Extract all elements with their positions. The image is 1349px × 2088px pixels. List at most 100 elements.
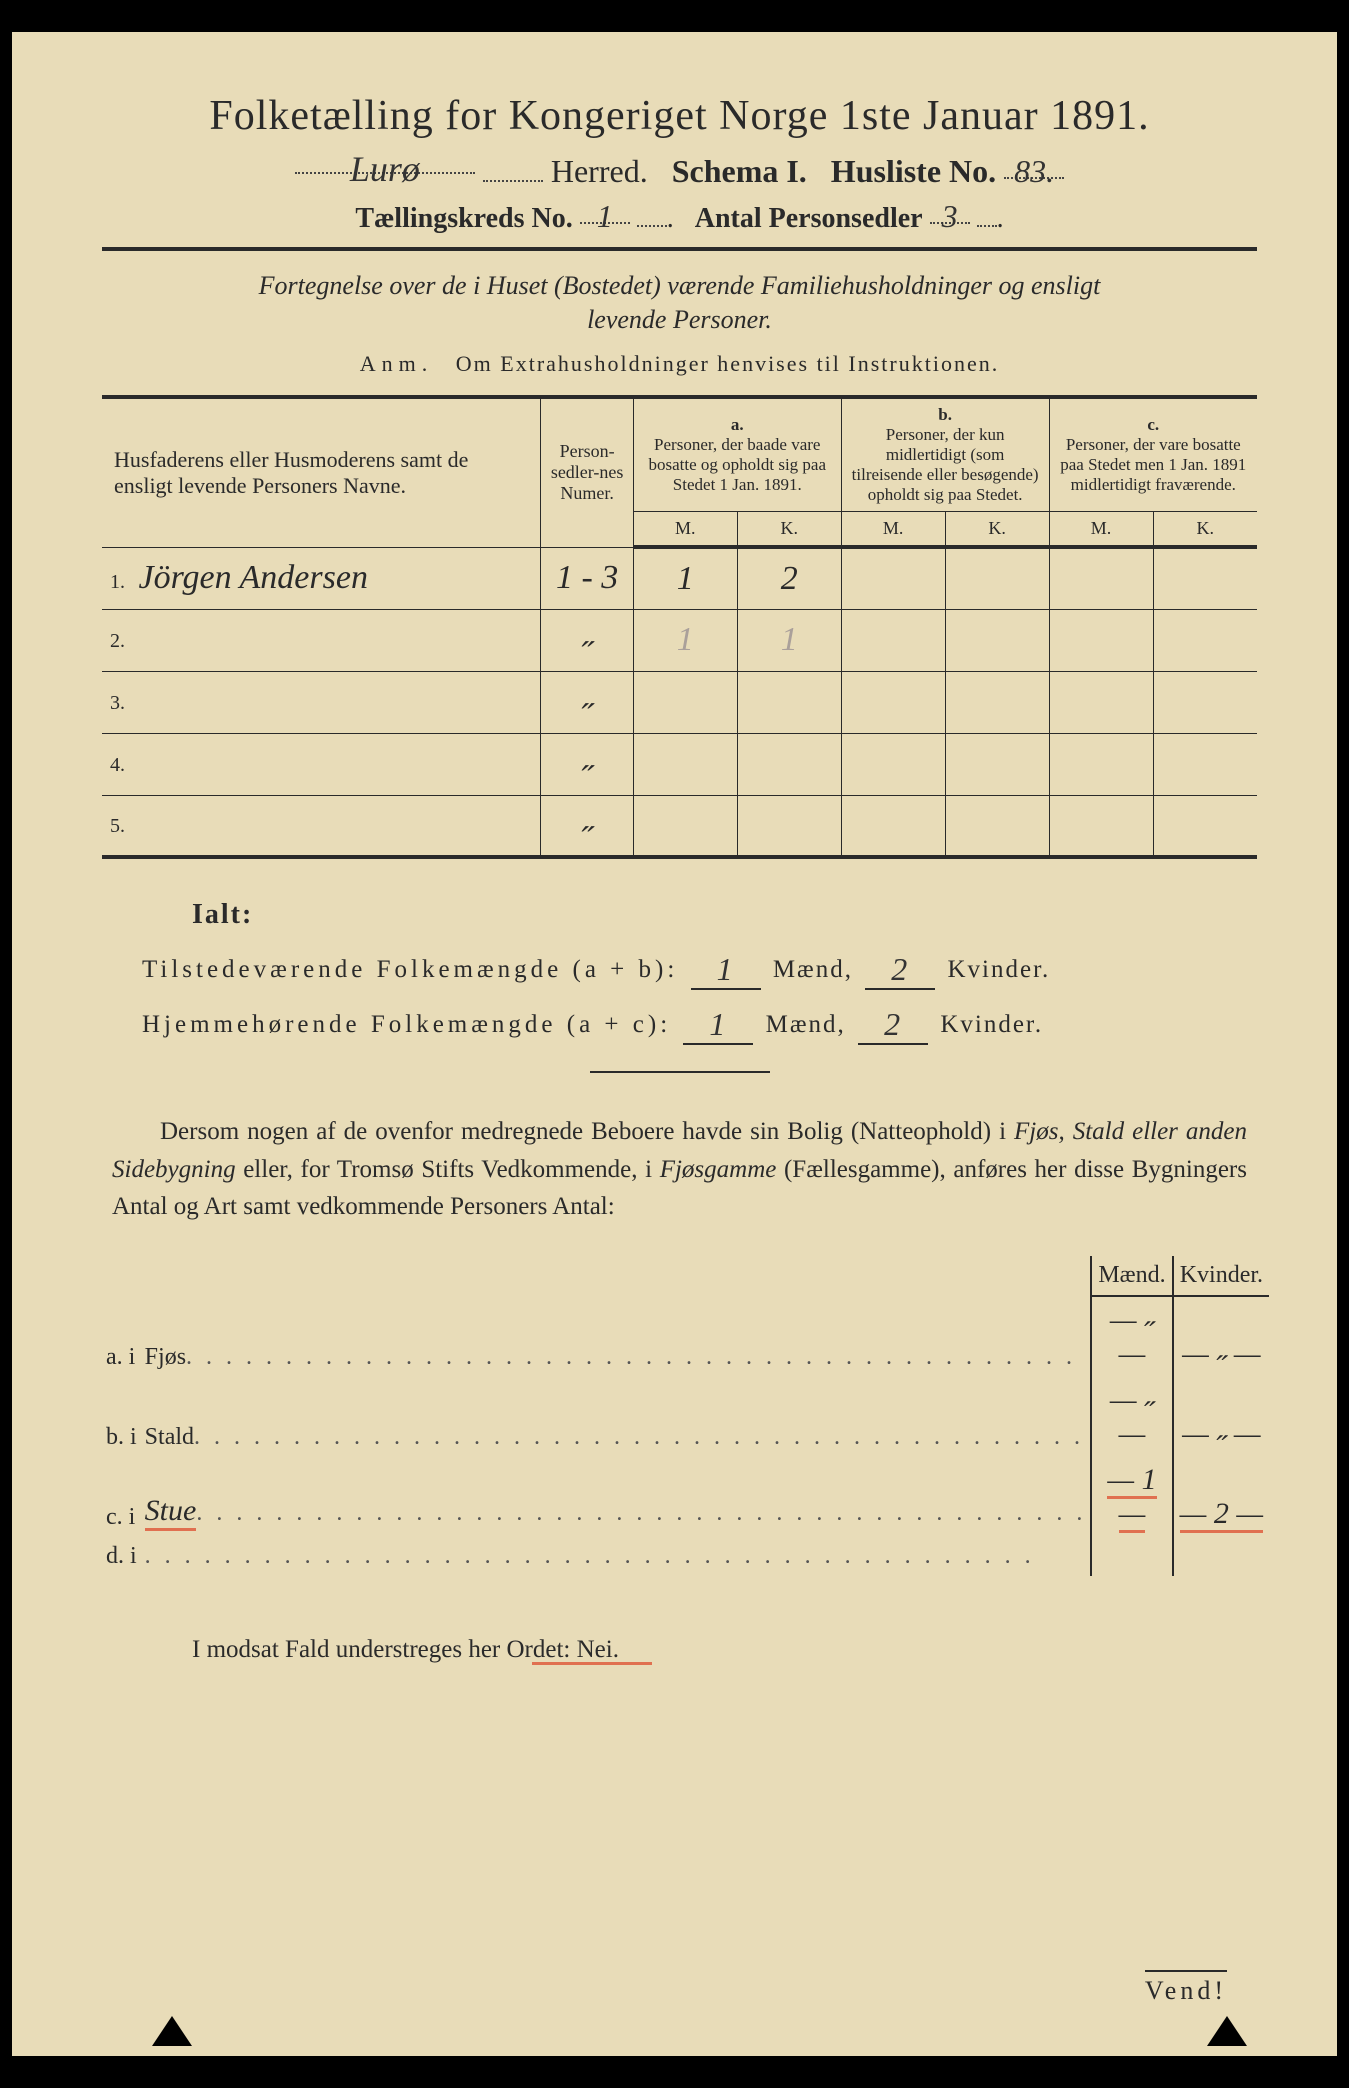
cell-bk: [945, 547, 1049, 609]
table-row: 1. Jörgen Andersen1 - 312: [102, 547, 1257, 609]
col-header-a: a. Personer, der baade vare bosatte og o…: [633, 397, 841, 512]
row-num: 2.: [110, 630, 125, 652]
cell-ck: [1153, 795, 1257, 857]
cell-am: 1: [633, 609, 737, 671]
page-tear-left: [152, 2016, 192, 2046]
cell-bm: [841, 733, 945, 795]
header-line-2: Lurø Herred. Schema I. Husliste No. 83.: [102, 148, 1257, 190]
cell-cm: [1049, 795, 1153, 857]
final-line: I modsat Fald understreges her Ordet: Ne…: [192, 1636, 1257, 1665]
cell-ck: [1153, 671, 1257, 733]
short-rule: [590, 1071, 770, 1073]
sub-c-m: M.: [1049, 512, 1153, 548]
cell-cm: [1049, 671, 1153, 733]
building-name-cell: Stue. . . . . . . . . . . . . . . . . . …: [141, 1457, 1092, 1537]
row-num: 4.: [110, 754, 125, 776]
table-row: 5.˶: [102, 795, 1257, 857]
schema-label: Schema I.: [672, 153, 807, 189]
cell-ck: [1153, 609, 1257, 671]
building-m: — ˶ —: [1091, 1377, 1172, 1457]
husliste-no: 83.: [1014, 153, 1054, 190]
row-name-cell: 5.: [102, 795, 541, 857]
page-tear-right: [1207, 2016, 1247, 2046]
cell-am: [633, 733, 737, 795]
cell-bm: [841, 795, 945, 857]
col-header-c: c. Personer, der vare bosatte paa Stedet…: [1049, 397, 1257, 512]
building-label: c. i: [102, 1457, 141, 1537]
col-header-name-text: Husfaderens eller Husmoderens samt de en…: [114, 447, 468, 498]
herred-label: Herred.: [551, 153, 648, 189]
col-header-b: b. Personer, der kun midlertidigt (som t…: [841, 397, 1049, 512]
building-k: — 2 —: [1173, 1457, 1269, 1537]
building-row: b. iStald. . . . . . . . . . . . . . . .…: [102, 1377, 1269, 1457]
building-k: [1173, 1537, 1269, 1576]
divider: [102, 247, 1257, 251]
building-name-cell: . . . . . . . . . . . . . . . . . . . . …: [141, 1537, 1092, 1576]
bt-head-k: Kvinder.: [1173, 1256, 1269, 1296]
col-c-text: Personer, der vare bosatte paa Stedet me…: [1060, 435, 1246, 494]
col-header-num: Person-sedler-nes Numer.: [541, 397, 633, 547]
cell-bk: [945, 733, 1049, 795]
totals-2-k: 2: [884, 1006, 902, 1043]
cell-pn: ˶: [541, 609, 633, 671]
husliste-label: Husliste No.: [831, 153, 996, 189]
cell-bm: [841, 609, 945, 671]
vend-label: Vend!: [1145, 1970, 1227, 2006]
final-text: I modsat Fald understreges her Ordet: Ne…: [192, 1636, 619, 1663]
cell-bk: [945, 795, 1049, 857]
census-form-page: Folketælling for Kongeriget Norge 1ste J…: [0, 20, 1349, 2068]
anm-text: Om Extrahusholdninger henvises til Instr…: [456, 351, 999, 376]
sub-b-m: M.: [841, 512, 945, 548]
row-name-cell: 3.: [102, 671, 541, 733]
dots-fill: . . . . . . . . . . . . . . . . . . . . …: [145, 1543, 1087, 1570]
row-name-handwritten: Jörgen Andersen: [139, 559, 368, 596]
kvinder-label-1: Kvinder.: [947, 956, 1050, 983]
building-name-cell: Stald. . . . . . . . . . . . . . . . . .…: [141, 1377, 1092, 1457]
sub-c-k: K.: [1153, 512, 1257, 548]
cell-ck: [1153, 547, 1257, 609]
building-label: b. i: [102, 1377, 141, 1457]
building-row: d. i. . . . . . . . . . . . . . . . . . …: [102, 1537, 1269, 1576]
personsedler-label: Antal Personsedler: [695, 203, 923, 234]
dots-fill: . . . . . . . . . . . . . . . . . . . . …: [194, 1424, 1086, 1451]
header-line-3: Tællingskreds No. 1 . Antal Personsedler…: [102, 198, 1257, 235]
building-label: d. i: [102, 1537, 141, 1576]
cell-pn: 1 - 3: [541, 547, 633, 609]
building-m: — ˶ —: [1091, 1296, 1172, 1377]
row-num: 5.: [110, 815, 125, 837]
cell-ck: [1153, 733, 1257, 795]
para-em2: Fjøsgamme: [660, 1156, 777, 1183]
kvinder-label-2: Kvinder.: [940, 1011, 1043, 1038]
dots-fill: . . . . . . . . . . . . . . . . . . . . …: [186, 1344, 1086, 1371]
kreds-label: Tællingskreds No.: [355, 203, 572, 234]
cell-bk: [945, 609, 1049, 671]
ialt-label: Ialt:: [192, 899, 1257, 931]
col-b-label: b.: [938, 405, 952, 424]
building-name-cell: Fjøs. . . . . . . . . . . . . . . . . . …: [141, 1296, 1092, 1377]
cell-ak: [737, 671, 841, 733]
building-row: a. iFjøs. . . . . . . . . . . . . . . . …: [102, 1296, 1269, 1377]
cell-bm: [841, 547, 945, 609]
maend-label-1: Mænd,: [773, 956, 853, 983]
para-t1: Dersom nogen af de ovenfor medregnede Be…: [160, 1118, 1014, 1145]
kreds-no: 1: [597, 198, 613, 235]
building-table: Mænd. Kvinder. a. iFjøs. . . . . . . . .…: [102, 1256, 1269, 1576]
building-name-hand: Stue: [145, 1494, 197, 1531]
cell-am: 1: [633, 547, 737, 609]
cell-cm: [1049, 547, 1153, 609]
sub-b-k: K.: [945, 512, 1049, 548]
col-b-text: Personer, der kun midlertidigt (som tilr…: [852, 425, 1039, 504]
building-name: Stald: [145, 1424, 194, 1451]
anm-label: Anm.: [360, 351, 434, 376]
herred-handwritten: Lurø: [350, 148, 420, 190]
totals-1-label: Tilstedeværende Folkemængde (a + b):: [142, 956, 678, 983]
dots-fill: . . . . . . . . . . . . . . . . . . . . …: [196, 1500, 1086, 1527]
row-num: 3.: [110, 692, 125, 714]
para-t2: eller, for Tromsø Stifts Vedkommende, i: [236, 1156, 660, 1183]
sub-a-k: K.: [737, 512, 841, 548]
cell-ak: [737, 795, 841, 857]
building-paragraph: Dersom nogen af de ovenfor medregnede Be…: [102, 1113, 1257, 1226]
sub-a-m: M.: [633, 512, 737, 548]
main-census-table: Husfaderens eller Husmoderens samt de en…: [102, 395, 1257, 859]
totals-2-m: 1: [709, 1006, 727, 1043]
